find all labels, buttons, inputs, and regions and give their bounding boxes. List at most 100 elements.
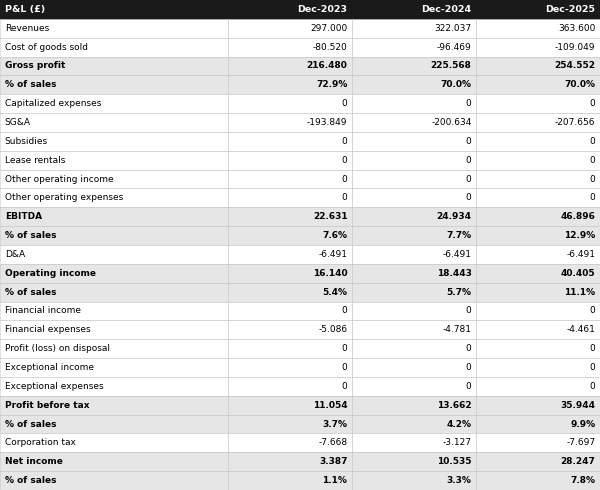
Text: 0: 0: [466, 363, 472, 372]
Bar: [0, 434, 228, 452]
Bar: [352, 75, 476, 94]
Text: 0: 0: [341, 137, 347, 146]
Bar: [476, 377, 600, 396]
Text: Financial income: Financial income: [5, 306, 81, 316]
Text: -6.491: -6.491: [443, 250, 472, 259]
Bar: [228, 434, 352, 452]
Bar: [0, 38, 228, 56]
Text: Financial expenses: Financial expenses: [5, 325, 91, 334]
Bar: [476, 189, 600, 207]
Bar: [228, 132, 352, 151]
Bar: [352, 170, 476, 189]
Bar: [352, 452, 476, 471]
Text: Profit before tax: Profit before tax: [5, 401, 89, 410]
Bar: [0, 113, 228, 132]
Bar: [228, 396, 352, 415]
Text: -5.086: -5.086: [318, 325, 347, 334]
Text: Lease rentals: Lease rentals: [5, 156, 65, 165]
Text: 0: 0: [466, 174, 472, 184]
Bar: [352, 189, 476, 207]
Text: 0: 0: [341, 156, 347, 165]
Text: 0: 0: [466, 344, 472, 353]
Text: 10.535: 10.535: [437, 457, 472, 466]
Text: Revenues: Revenues: [5, 24, 49, 33]
Text: % of sales: % of sales: [5, 476, 56, 485]
Text: 40.405: 40.405: [560, 269, 595, 278]
Text: 0: 0: [341, 306, 347, 316]
Bar: [352, 358, 476, 377]
Text: 0: 0: [466, 156, 472, 165]
Text: -7.668: -7.668: [318, 439, 347, 447]
Bar: [0, 320, 228, 339]
Text: Net income: Net income: [5, 457, 62, 466]
Bar: [476, 415, 600, 434]
Text: 46.896: 46.896: [560, 212, 595, 221]
Text: 0: 0: [341, 194, 347, 202]
Text: Profit (loss) on disposal: Profit (loss) on disposal: [5, 344, 110, 353]
Text: Dec-2025: Dec-2025: [545, 5, 595, 14]
Text: 4.2%: 4.2%: [446, 419, 472, 429]
Bar: [0, 151, 228, 170]
Text: 3.3%: 3.3%: [447, 476, 472, 485]
Text: Gross profit: Gross profit: [5, 61, 65, 71]
Bar: [476, 113, 600, 132]
Bar: [476, 264, 600, 283]
Text: Corporation tax: Corporation tax: [5, 439, 76, 447]
Bar: [0, 132, 228, 151]
Text: 0: 0: [589, 194, 595, 202]
Text: 5.4%: 5.4%: [322, 288, 347, 296]
Bar: [228, 358, 352, 377]
Bar: [228, 471, 352, 490]
Bar: [476, 471, 600, 490]
Bar: [228, 94, 352, 113]
Text: 7.7%: 7.7%: [446, 231, 472, 240]
Bar: [476, 434, 600, 452]
Bar: [0, 452, 228, 471]
Bar: [352, 94, 476, 113]
Text: % of sales: % of sales: [5, 231, 56, 240]
Bar: [0, 170, 228, 189]
Bar: [228, 56, 352, 75]
Text: Other operating expenses: Other operating expenses: [5, 194, 123, 202]
Bar: [228, 301, 352, 320]
Text: 0: 0: [341, 99, 347, 108]
Bar: [476, 38, 600, 56]
Bar: [228, 113, 352, 132]
Bar: [476, 170, 600, 189]
Bar: [0, 226, 228, 245]
Bar: [476, 19, 600, 38]
Text: 11.1%: 11.1%: [564, 288, 595, 296]
Text: 0: 0: [341, 382, 347, 391]
Bar: [352, 132, 476, 151]
Text: 0: 0: [589, 99, 595, 108]
Text: 0: 0: [466, 137, 472, 146]
Text: Exceptional income: Exceptional income: [5, 363, 94, 372]
Text: 254.552: 254.552: [554, 61, 595, 71]
Bar: [0, 0, 228, 19]
Text: -193.849: -193.849: [307, 118, 347, 127]
Text: -6.491: -6.491: [319, 250, 347, 259]
Bar: [352, 245, 476, 264]
Bar: [476, 0, 600, 19]
Bar: [228, 377, 352, 396]
Bar: [352, 377, 476, 396]
Text: -3.127: -3.127: [443, 439, 472, 447]
Text: -7.697: -7.697: [566, 439, 595, 447]
Bar: [228, 19, 352, 38]
Bar: [476, 358, 600, 377]
Text: 297.000: 297.000: [310, 24, 347, 33]
Bar: [476, 94, 600, 113]
Bar: [352, 396, 476, 415]
Text: 322.037: 322.037: [434, 24, 472, 33]
Bar: [0, 264, 228, 283]
Bar: [476, 207, 600, 226]
Bar: [476, 452, 600, 471]
Bar: [352, 283, 476, 301]
Text: D&A: D&A: [5, 250, 25, 259]
Text: 0: 0: [589, 156, 595, 165]
Bar: [0, 283, 228, 301]
Bar: [228, 339, 352, 358]
Text: 72.9%: 72.9%: [316, 80, 347, 89]
Bar: [352, 226, 476, 245]
Bar: [0, 301, 228, 320]
